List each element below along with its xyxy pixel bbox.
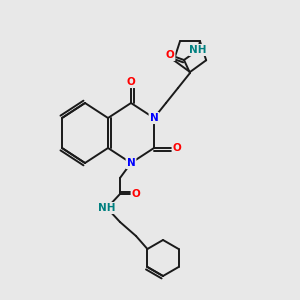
Text: NH: NH bbox=[98, 203, 116, 213]
Text: NH: NH bbox=[189, 45, 207, 55]
Text: O: O bbox=[127, 77, 135, 87]
Text: N: N bbox=[150, 113, 158, 123]
Text: O: O bbox=[132, 189, 140, 199]
Text: O: O bbox=[166, 50, 174, 60]
Text: O: O bbox=[172, 143, 182, 153]
Text: N: N bbox=[127, 158, 135, 168]
